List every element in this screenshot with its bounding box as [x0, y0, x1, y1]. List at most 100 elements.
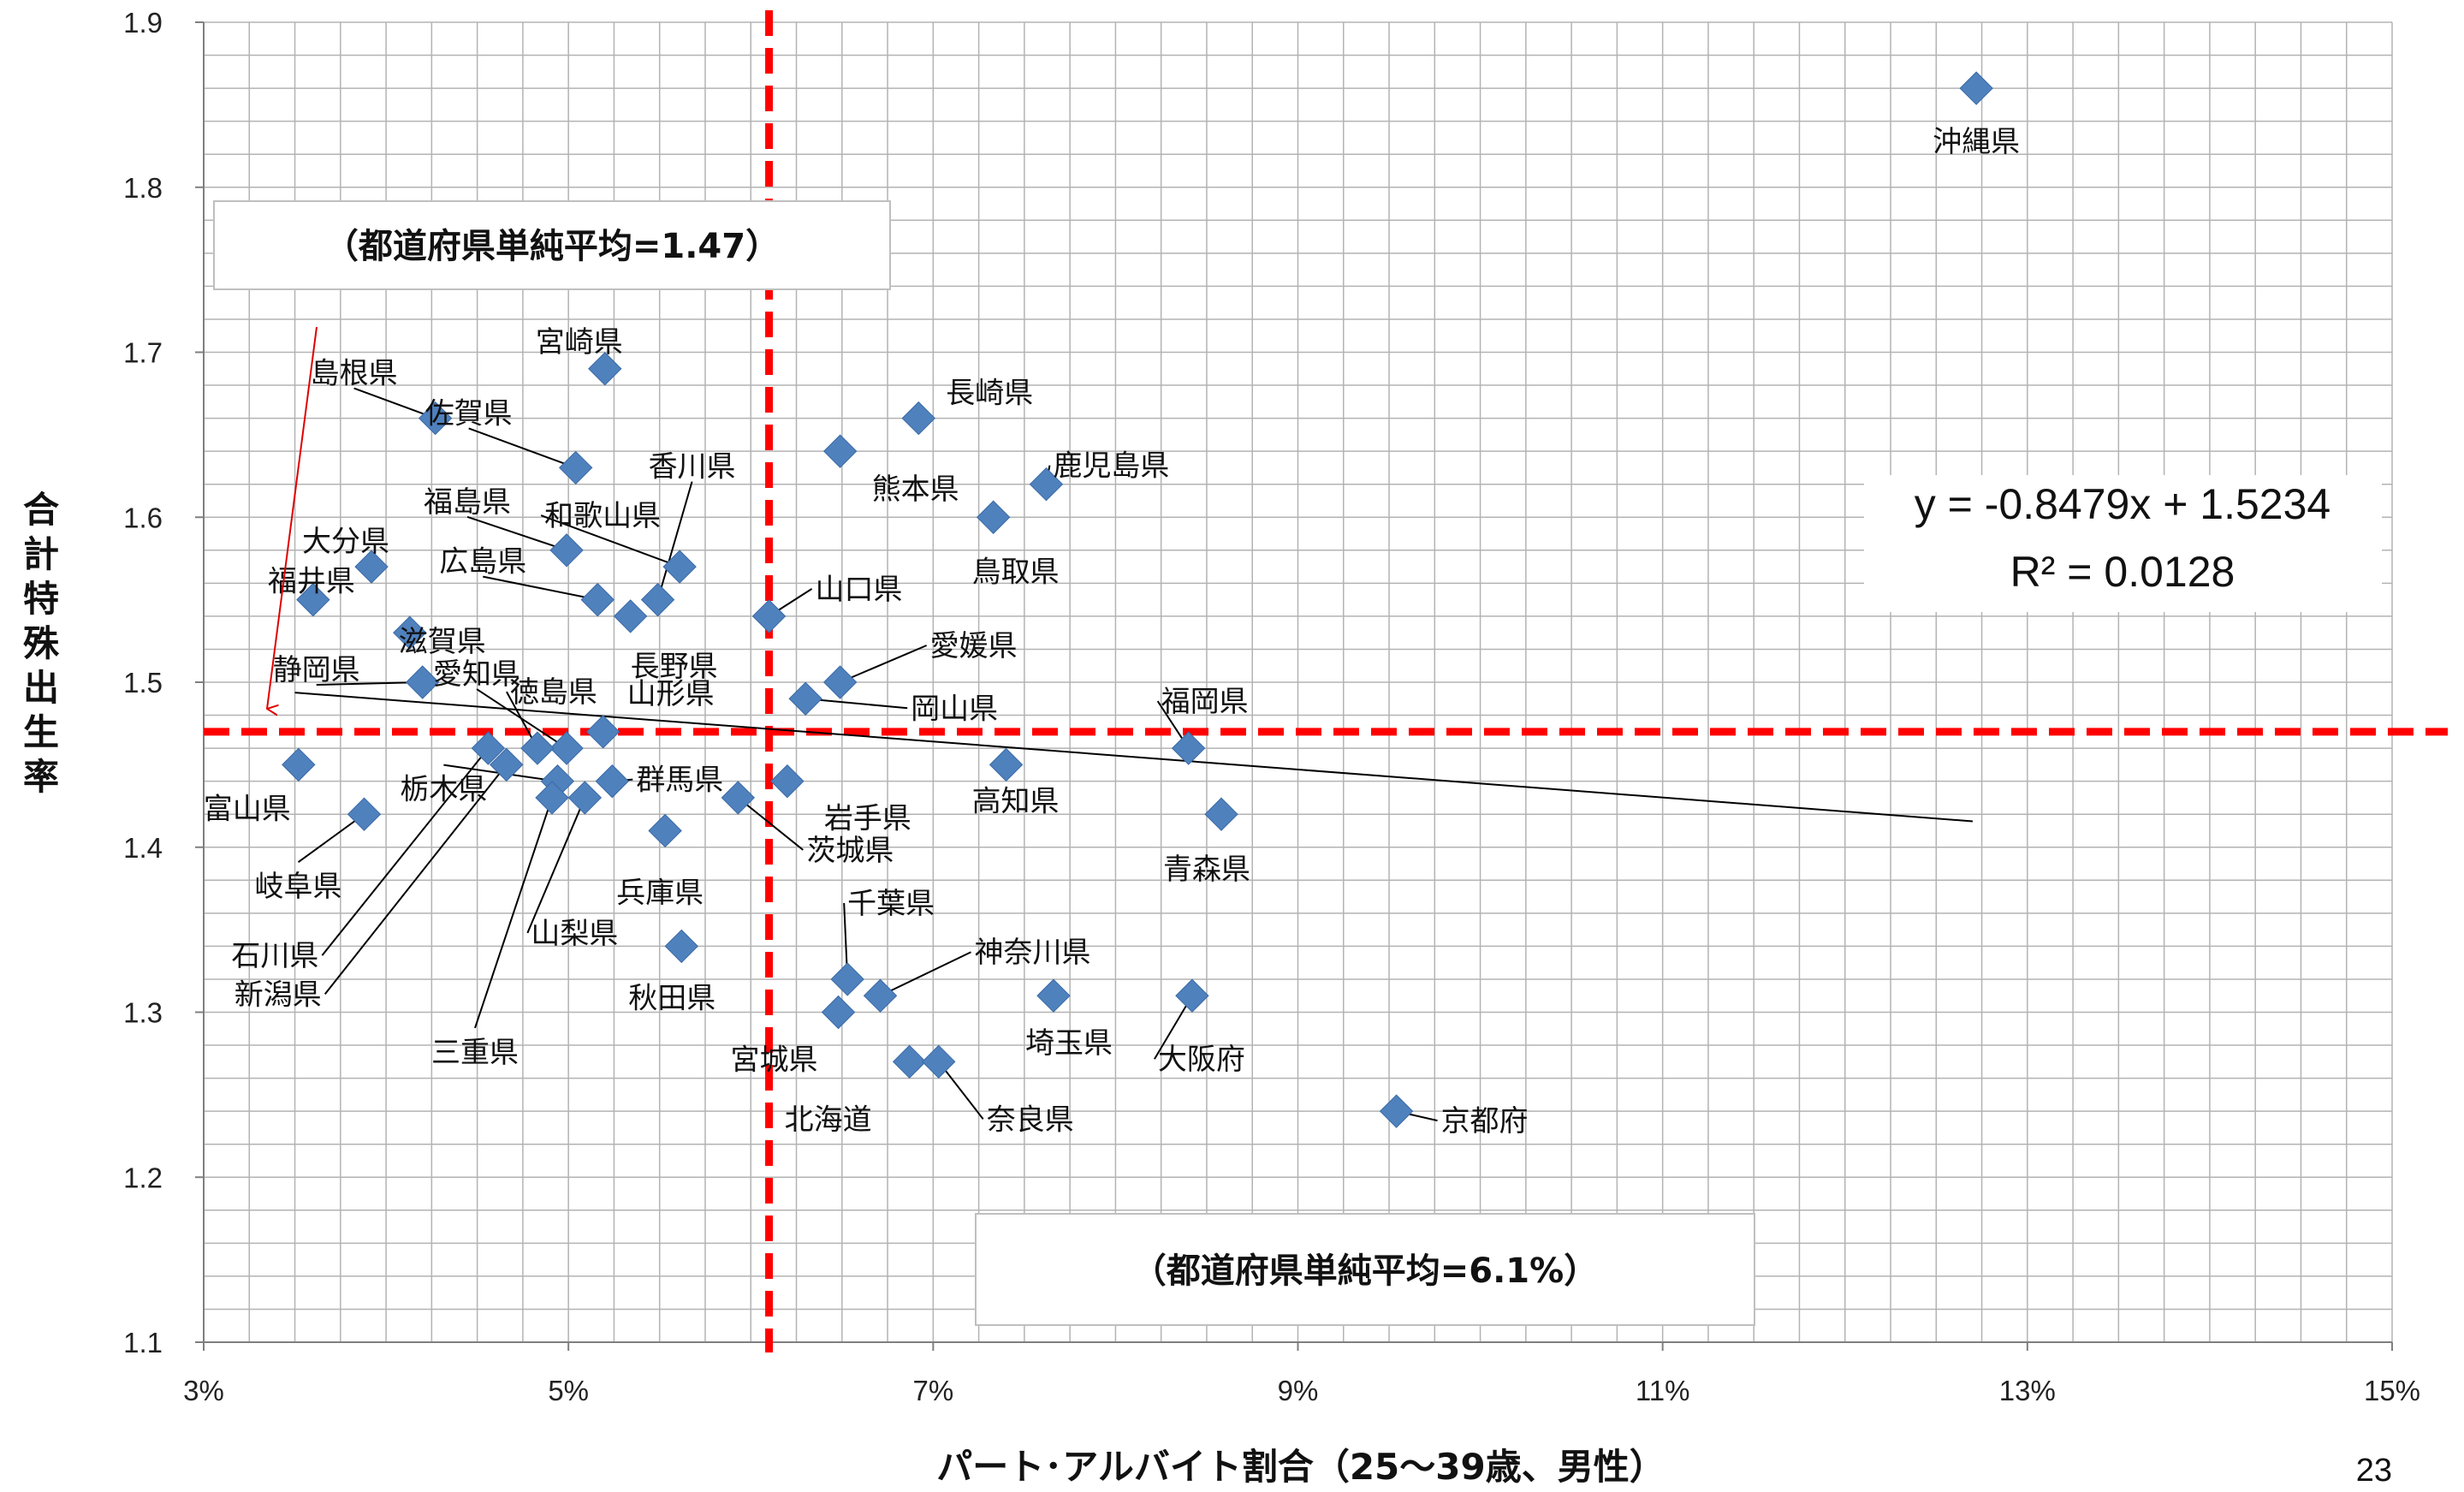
y-axis-title-char: 生: [23, 711, 59, 753]
data-point: [405, 665, 440, 699]
mean-lines: [204, 10, 2448, 1352]
point-label: 沖縄県: [1933, 125, 2020, 159]
point-label: 群馬県: [636, 764, 723, 798]
data-point: [922, 1044, 956, 1079]
mean-y-annotation: （都道府県単純平均=1.47）: [213, 200, 891, 709]
y-axis-title-char: 合: [23, 489, 59, 531]
point-label: 福岡県: [1161, 685, 1249, 719]
point-label: 徳島県: [510, 675, 597, 710]
data-point: [1959, 71, 1993, 105]
data-point: [296, 582, 330, 617]
data-point: [822, 665, 858, 699]
data-point: [901, 401, 935, 436]
point-label: 愛知県: [433, 657, 520, 692]
x-tick-label: 11%: [1636, 1375, 1690, 1406]
mean-x-box: [975, 1213, 1755, 1326]
leader-line: [526, 797, 586, 934]
data-point: [822, 434, 858, 468]
point-label: 埼玉県: [1025, 1026, 1113, 1061]
x-tick-label: 9%: [1278, 1375, 1319, 1406]
point-label: 福島県: [424, 485, 511, 520]
point-label: 熊本県: [872, 473, 959, 507]
data-point: [976, 500, 1011, 534]
y-tick-label: 1.2: [123, 1162, 163, 1193]
point-label: 京都府: [1441, 1104, 1529, 1138]
data-point: [1379, 1094, 1414, 1128]
data-point: [1175, 978, 1209, 1013]
leader-line: [316, 681, 423, 686]
trendline-line: [294, 692, 1973, 823]
regression-equation: y = -0.8479x + 1.5234 R² = 0.0128: [1864, 475, 2382, 612]
data-point: [588, 352, 622, 386]
data-point: [664, 929, 698, 964]
leader-line: [468, 427, 577, 469]
data-point: [580, 582, 615, 617]
mean-x-annotation: （都道府県単純平均=6.1%）: [975, 1213, 1755, 1326]
leader-line: [474, 797, 553, 1029]
x-tick-label: 7%: [912, 1375, 953, 1406]
data-point: [520, 731, 555, 765]
point-label: 山梨県: [531, 917, 618, 951]
y-tick-label: 1.6: [123, 502, 163, 533]
point-label: 愛媛県: [930, 629, 1018, 663]
point-label: 長野県: [631, 650, 718, 684]
mean-y-box-text: （都道府県単純平均=1.47）: [324, 227, 780, 266]
y-tick-label: 1.7: [123, 337, 163, 369]
y-axis-title-char: 殊: [23, 622, 60, 664]
y-tick-label: 1.4: [123, 832, 163, 864]
point-label: 和歌山県: [544, 499, 661, 533]
point-label: 佐賀県: [425, 396, 513, 431]
point-label: 岐阜県: [255, 870, 342, 904]
data-point: [558, 450, 593, 485]
data-point: [471, 731, 506, 765]
data-point: [989, 747, 1024, 782]
mean-y-box: [213, 200, 891, 290]
point-label: 大分県: [302, 525, 389, 559]
tick-labels: 3% 5% 7% 9% 11% 13% 15% 1.1 1.2 1.3 1.4 1.5 1.6 1.7 1.…: [123, 7, 2420, 1406]
leader-line: [840, 645, 928, 683]
point-label: 岩手県: [824, 802, 911, 836]
data-point: [662, 550, 697, 584]
point-label: 山口県: [816, 573, 903, 607]
x-tick-label: 13%: [1999, 1375, 2056, 1406]
leader-line: [937, 1061, 984, 1120]
leader-line: [324, 764, 508, 995]
y-axis-title-char: 率: [23, 756, 59, 798]
equation-line1: y = -0.8479x + 1.5234: [1915, 480, 2330, 528]
point-label: 長崎県: [946, 377, 1033, 411]
data-point: [1171, 731, 1206, 765]
data-point: [490, 747, 524, 782]
point-label: 宮城県: [731, 1043, 818, 1078]
x-tick-label: 5%: [548, 1375, 589, 1406]
y-tick-label: 1.3: [123, 997, 163, 1029]
data-points: [282, 71, 1993, 1128]
data-point: [648, 813, 682, 848]
point-label: 青森県: [1163, 853, 1250, 887]
point-label: 島根県: [311, 357, 398, 391]
leader-line: [656, 481, 693, 600]
point-label: 香川県: [649, 450, 736, 484]
point-label: 富山県: [204, 792, 291, 826]
data-point: [830, 962, 864, 996]
point-label: 広島県: [439, 545, 526, 580]
leader-line: [880, 951, 971, 997]
point-label: 茨城県: [806, 834, 894, 868]
data-point: [595, 764, 630, 799]
mean-y-arrow: [267, 326, 318, 709]
point-label: 栃木県: [400, 773, 487, 807]
point-label: 神奈川県: [975, 936, 1091, 970]
equation-line2: R² = 0.0128: [2010, 548, 2235, 596]
x-tick-label: 3%: [183, 1375, 224, 1406]
data-point: [549, 533, 584, 568]
data-point: [567, 781, 603, 815]
data-point: [863, 978, 898, 1013]
data-point: [770, 764, 805, 799]
point-label: 岡山県: [911, 692, 998, 726]
data-point: [1204, 797, 1238, 831]
data-point: [354, 550, 389, 584]
point-label: 滋賀県: [399, 625, 486, 659]
y-axis-title-char: 出: [23, 667, 59, 709]
point-label: 石川県: [231, 939, 318, 973]
data-point: [585, 715, 620, 749]
